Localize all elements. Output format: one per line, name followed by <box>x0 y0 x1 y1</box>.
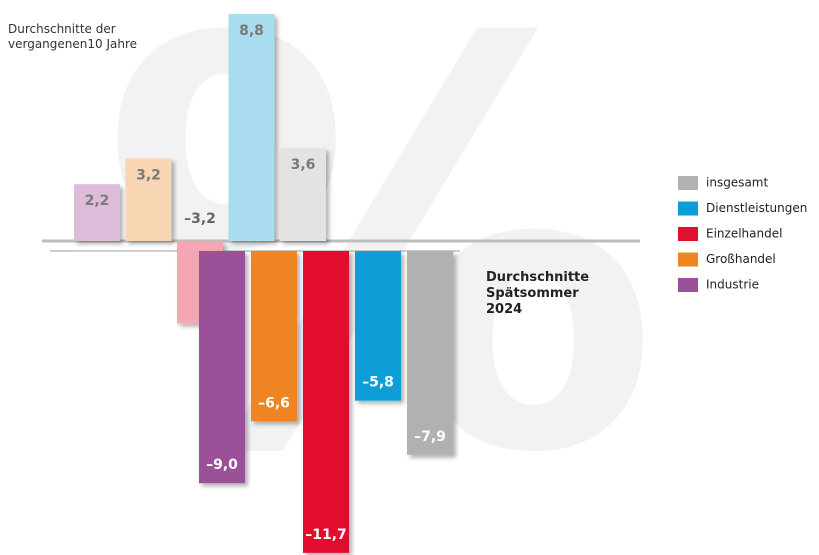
series-label: Durchschnitte der vergangenen10 Jahre <box>8 22 138 51</box>
data-label: 3,2 <box>136 167 161 183</box>
data-label: 3,6 <box>291 157 316 173</box>
bar <box>280 148 326 241</box>
bar <box>199 251 245 484</box>
bar <box>303 251 349 553</box>
legend-label: Dienstleistungen <box>706 201 807 215</box>
bar <box>74 184 120 241</box>
data-label: –9,0 <box>206 457 238 473</box>
data-label: –11,7 <box>305 527 347 543</box>
bar <box>251 251 297 422</box>
data-label: 8,8 <box>239 23 264 39</box>
legend-label: insgesamt <box>706 176 768 190</box>
bar <box>407 251 453 455</box>
data-label: –6,6 <box>258 395 290 411</box>
data-label: –3,2 <box>184 211 216 227</box>
bar <box>355 251 401 401</box>
legend-swatch <box>678 252 698 267</box>
bar <box>125 158 172 241</box>
legend-label: Großhandel <box>706 252 776 266</box>
bar <box>228 13 275 241</box>
legend-swatch <box>678 201 698 216</box>
data-label: 2,2 <box>85 193 110 209</box>
data-label: –5,8 <box>362 375 394 391</box>
legend-label: Industrie <box>706 278 759 292</box>
series-label: Durchschnitte Spätsommer 2024 <box>486 270 590 317</box>
legend-swatch <box>678 278 698 292</box>
data-label: –7,9 <box>414 429 446 445</box>
legend-swatch <box>678 176 698 190</box>
legend-label: Einzelhandel <box>706 227 782 241</box>
legend-swatch <box>678 227 698 241</box>
